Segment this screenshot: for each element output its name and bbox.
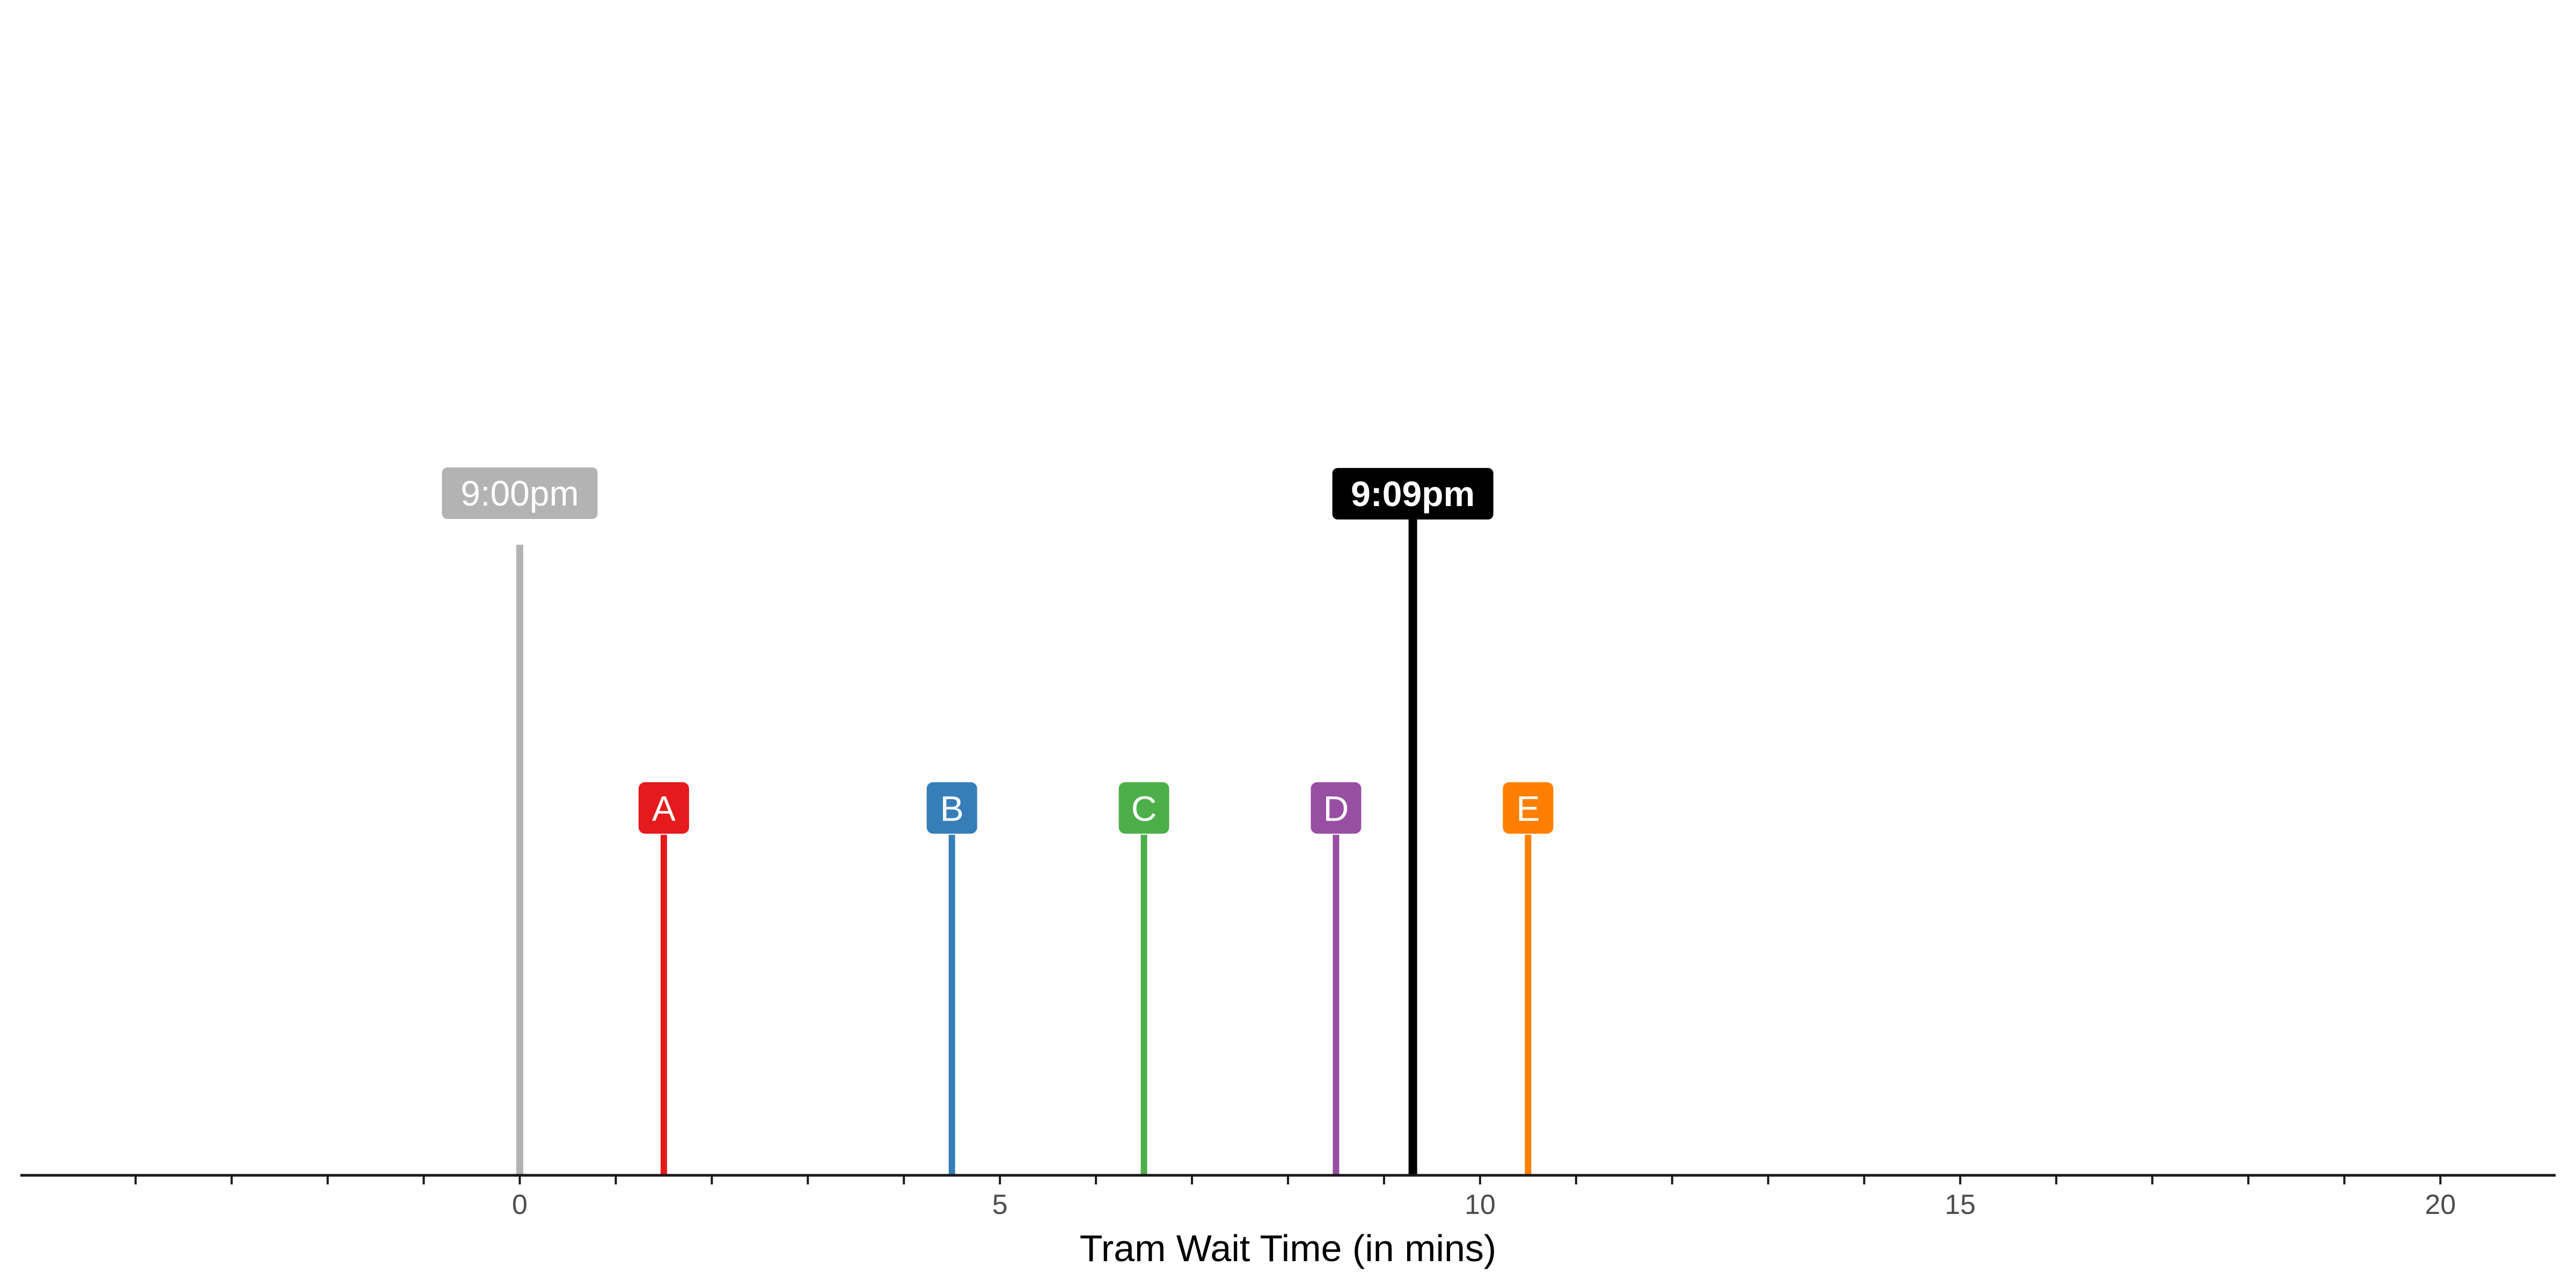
x-tick-label: 20 (2425, 1189, 2456, 1220)
tram-label-box-c (1118, 782, 1169, 834)
x-tick-label: 0 (512, 1189, 528, 1220)
tram-label-c: C (1131, 789, 1157, 829)
x-axis: 0 5 10 15 20 Tram Wait Time (in mins) (20, 1174, 2556, 1269)
tram-label-e: E (1516, 789, 1540, 829)
x-tick-label: 5 (992, 1189, 1008, 1220)
tram-label-d: D (1323, 789, 1349, 829)
tram-label-b: B (940, 789, 964, 829)
time-marker-label: 9:09pm (1351, 474, 1475, 514)
time-marker-label: 9:00pm (460, 473, 579, 513)
x-tick-label: 15 (1945, 1189, 1976, 1220)
x-axis-title: Tram Wait Time (in mins) (1080, 1227, 1497, 1269)
tram-label-box-b (926, 782, 977, 834)
time-marker-label-box (442, 467, 598, 519)
x-tick-label: 10 (1465, 1189, 1496, 1220)
tram-label-box-e (1503, 782, 1554, 834)
markers-layer: 9:00pm 9:09pm A B C D E (442, 467, 1554, 1175)
tram-label-a: A (652, 789, 676, 829)
tram-label-box-a (638, 782, 689, 834)
time-marker-label-box (1332, 468, 1494, 519)
tram-label-box-d (1311, 782, 1362, 834)
